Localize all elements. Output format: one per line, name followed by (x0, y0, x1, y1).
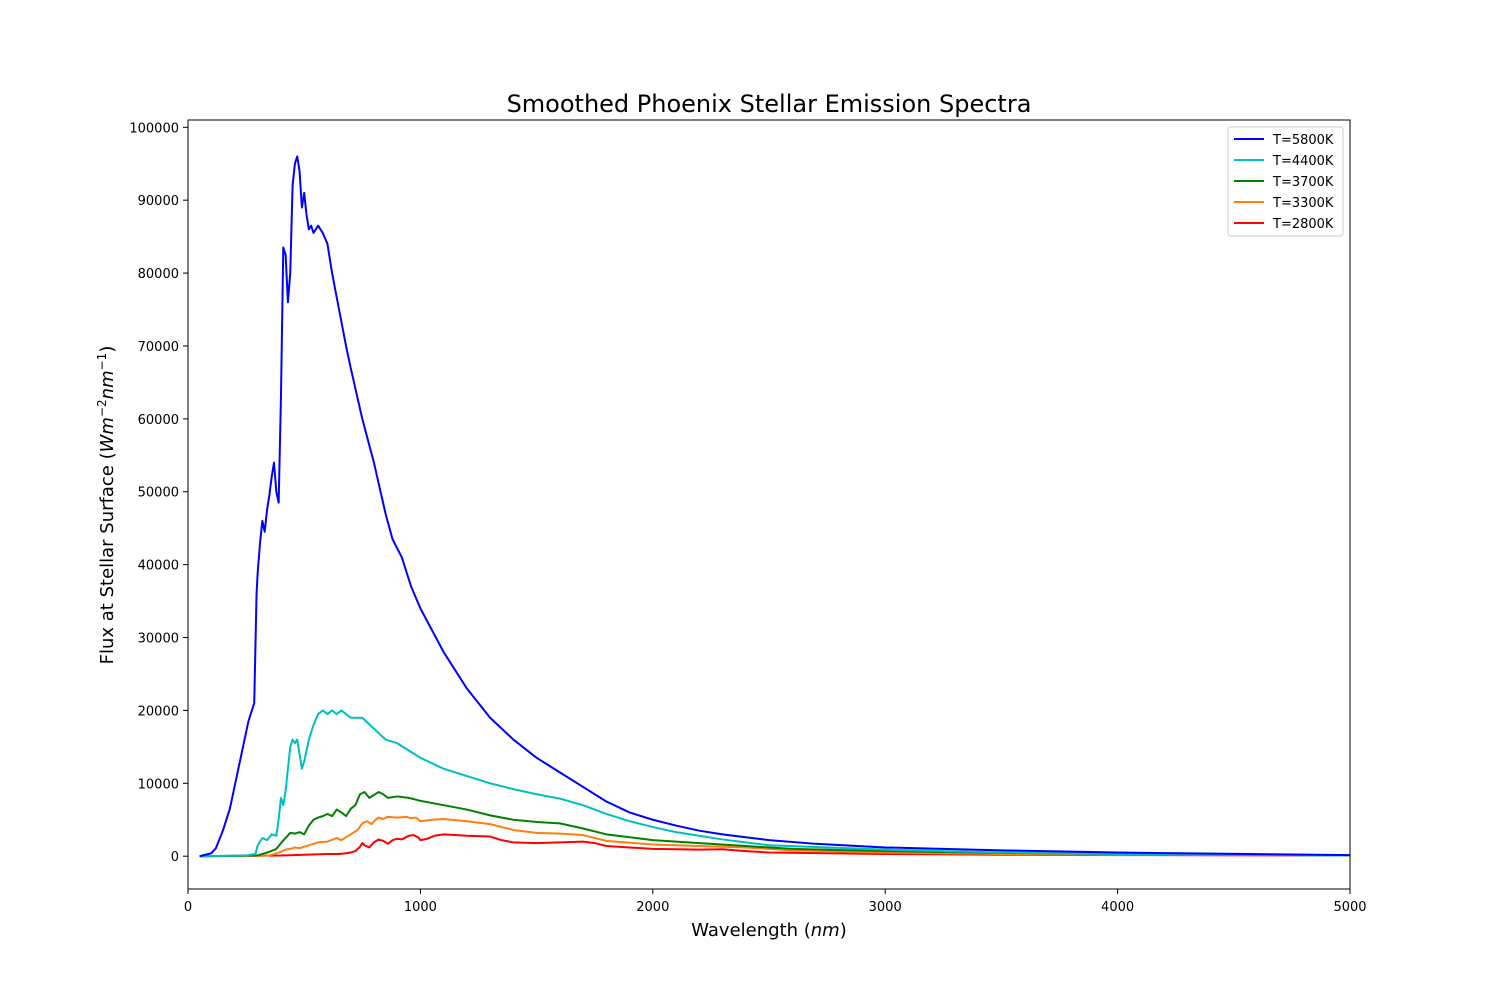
y-tick-label: 90000 (138, 194, 179, 209)
legend-label: T=5800K (1272, 133, 1334, 148)
y-axis-label: Flux at Stellar Surface (Wm−2nm−1) (95, 346, 118, 665)
y-tick-label: 80000 (138, 267, 179, 282)
x-tick-label: 5000 (1333, 900, 1366, 915)
x-tick-label: 4000 (1101, 900, 1134, 915)
series-layer (199, 155, 1350, 858)
x-axis: 0 1000 2000 3000 4000 5000 (184, 889, 1367, 915)
x-tick-label: 1000 (404, 900, 437, 915)
x-tick-label: 0 (184, 900, 192, 915)
legend-label: T=3700K (1272, 175, 1334, 190)
series-line-t-5800k (199, 155, 1350, 858)
plot-frame (187, 119, 1351, 890)
series-line-t-4400k (199, 709, 1350, 858)
series-line-t-3700k (199, 791, 1350, 858)
y-tick-label: 70000 (138, 340, 179, 355)
y-tick-label: 40000 (138, 559, 179, 574)
legend-label: T=4400K (1272, 154, 1334, 169)
y-tick-label: 60000 (138, 413, 179, 428)
y-tick-label: 50000 (138, 486, 179, 501)
y-tick-label: 30000 (138, 632, 179, 647)
y-axis: 0 10000 20000 30000 40000 50000 60000 70000 8000… (129, 121, 188, 865)
x-tick-label: 3000 (869, 900, 902, 915)
series-line-t-2800k (199, 833, 1350, 858)
y-tick-label: 100000 (129, 121, 179, 136)
legend: T=5800K T=4400K T=3700K T=3300K T=2800K (1227, 126, 1344, 237)
legend-box (1227, 126, 1344, 237)
chart-title: Smoothed Phoenix Stellar Emission Spectr… (507, 90, 1032, 118)
y-tick-label: 10000 (138, 777, 179, 792)
y-tick-label: 20000 (138, 704, 179, 719)
series-line-t-3300k (199, 815, 1350, 858)
legend-label: T=3300K (1272, 196, 1334, 211)
legend-label: T=2800K (1272, 217, 1334, 232)
y-tick-label: 0 (171, 850, 179, 865)
x-tick-label: 2000 (636, 900, 669, 915)
x-axis-label: Wavelength (nm) (691, 920, 847, 941)
